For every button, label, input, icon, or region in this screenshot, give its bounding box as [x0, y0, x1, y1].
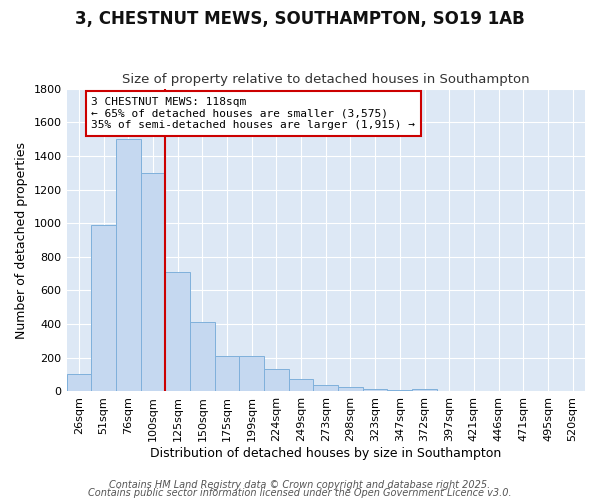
Title: Size of property relative to detached houses in Southampton: Size of property relative to detached ho…: [122, 73, 530, 86]
Text: 3 CHESTNUT MEWS: 118sqm
← 65% of detached houses are smaller (3,575)
35% of semi: 3 CHESTNUT MEWS: 118sqm ← 65% of detache…: [91, 97, 415, 130]
Bar: [264, 368, 289, 392]
Bar: [412, 389, 437, 392]
Bar: [190, 322, 215, 392]
Bar: [67, 374, 91, 392]
Bar: [116, 139, 140, 392]
Y-axis label: Number of detached properties: Number of detached properties: [15, 142, 28, 338]
X-axis label: Distribution of detached houses by size in Southampton: Distribution of detached houses by size …: [150, 447, 502, 460]
Bar: [239, 356, 264, 392]
Bar: [165, 272, 190, 392]
Text: Contains public sector information licensed under the Open Government Licence v3: Contains public sector information licen…: [88, 488, 512, 498]
Bar: [140, 172, 165, 392]
Bar: [338, 388, 363, 392]
Text: 3, CHESTNUT MEWS, SOUTHAMPTON, SO19 1AB: 3, CHESTNUT MEWS, SOUTHAMPTON, SO19 1AB: [75, 10, 525, 28]
Bar: [215, 356, 239, 392]
Bar: [388, 390, 412, 392]
Bar: [289, 379, 313, 392]
Bar: [313, 384, 338, 392]
Text: Contains HM Land Registry data © Crown copyright and database right 2025.: Contains HM Land Registry data © Crown c…: [109, 480, 491, 490]
Bar: [91, 225, 116, 392]
Bar: [363, 389, 388, 392]
